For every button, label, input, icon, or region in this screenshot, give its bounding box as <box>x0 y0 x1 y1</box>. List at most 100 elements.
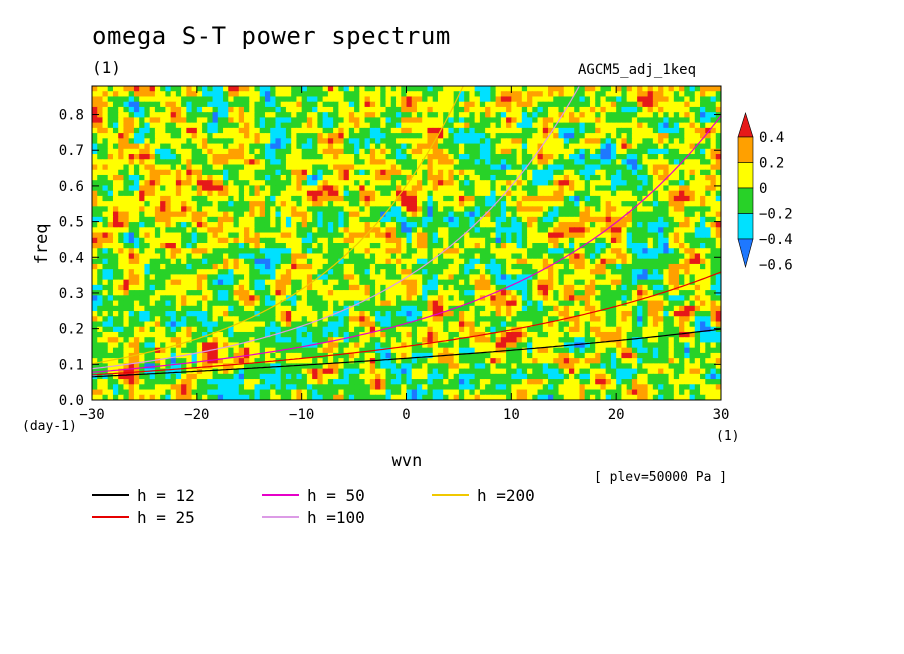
field-cell <box>700 112 706 118</box>
field-cell <box>296 169 303 176</box>
field-cell <box>348 206 355 213</box>
field-cell <box>123 112 130 118</box>
field-cell <box>165 237 172 244</box>
field-cell <box>485 96 491 103</box>
field-cell <box>584 279 591 286</box>
field-cell <box>668 112 675 118</box>
field-cell <box>186 159 193 166</box>
field-cell <box>154 159 161 166</box>
field-cell <box>694 185 701 192</box>
field-cell <box>254 274 261 281</box>
field-cell <box>437 122 444 129</box>
field-cell <box>427 206 434 213</box>
field-cell <box>469 106 476 113</box>
field-cell <box>285 154 292 160</box>
field-cell <box>563 127 570 134</box>
field-cell <box>139 159 146 166</box>
field-cell <box>249 91 256 98</box>
field-cell <box>112 216 119 223</box>
field-cell <box>589 154 596 160</box>
field-cell <box>448 263 455 270</box>
field-cell <box>506 237 512 244</box>
field-cell <box>181 274 187 281</box>
field-cell <box>291 138 298 145</box>
field-cell <box>343 96 350 103</box>
field-cell <box>264 253 271 260</box>
field-cell <box>479 263 486 270</box>
field-cell <box>485 86 491 92</box>
field-cell <box>568 279 575 286</box>
field-cell <box>102 154 109 160</box>
field-cell <box>396 159 402 166</box>
field-cell <box>280 211 287 218</box>
field-cell <box>207 117 214 124</box>
field-cell <box>579 180 586 187</box>
field-cell <box>254 216 261 223</box>
field-cell <box>710 295 717 302</box>
field-cell <box>479 138 486 145</box>
field-cell <box>92 86 98 92</box>
field-cell <box>553 216 560 223</box>
field-cell <box>264 185 271 192</box>
field-cell <box>668 138 675 145</box>
field-cell <box>679 112 685 118</box>
field-cell <box>112 122 119 129</box>
field-cell <box>464 237 470 244</box>
field-cell <box>621 253 628 260</box>
field-cell <box>202 263 208 270</box>
field-cell <box>333 164 339 171</box>
field-cell <box>369 227 376 234</box>
field-cell <box>684 290 691 296</box>
field-cell <box>710 101 717 108</box>
field-cell <box>689 122 696 129</box>
field-cell <box>422 237 429 244</box>
field-cell <box>574 164 581 171</box>
field-cell <box>285 148 292 155</box>
field-cell <box>385 154 392 160</box>
field-cell <box>270 195 277 202</box>
field-cell <box>92 159 98 166</box>
field-cell <box>485 253 491 260</box>
field-cell <box>291 127 298 134</box>
field-cell <box>259 284 266 291</box>
field-cell <box>369 112 376 118</box>
field-cell <box>700 86 706 92</box>
field-cell <box>149 263 156 270</box>
field-cell <box>317 127 324 134</box>
field-cell <box>553 127 560 134</box>
field-cell <box>280 222 287 228</box>
field-cell <box>516 148 523 155</box>
field-cell <box>422 164 429 171</box>
field-cell <box>705 138 712 145</box>
field-cell <box>333 274 339 281</box>
field-cell <box>327 248 334 255</box>
field-cell <box>406 106 413 113</box>
field-cell <box>390 174 397 181</box>
field-cell <box>401 195 408 202</box>
field-cell <box>364 237 371 244</box>
field-cell <box>144 274 151 281</box>
field-cell <box>710 180 717 187</box>
field-cell <box>380 159 387 166</box>
field-cell <box>427 112 434 118</box>
field-cell <box>542 279 549 286</box>
field-cell <box>317 122 324 129</box>
field-cell <box>191 154 198 160</box>
field-cell <box>652 96 659 103</box>
field-cell <box>102 133 109 139</box>
field-cell <box>249 101 256 108</box>
field-cell <box>715 263 721 270</box>
field-cell <box>333 216 339 223</box>
field-cell <box>291 211 298 218</box>
field-cell <box>144 117 151 124</box>
field-cell <box>616 138 623 145</box>
field-cell <box>396 295 402 302</box>
field-cell <box>500 101 507 108</box>
field-cell <box>264 106 271 113</box>
field-cell <box>453 86 460 92</box>
field-cell <box>301 237 308 244</box>
field-cell <box>264 138 271 145</box>
field-cell <box>495 148 502 155</box>
field-cell <box>595 138 602 145</box>
field-cell <box>495 169 502 176</box>
